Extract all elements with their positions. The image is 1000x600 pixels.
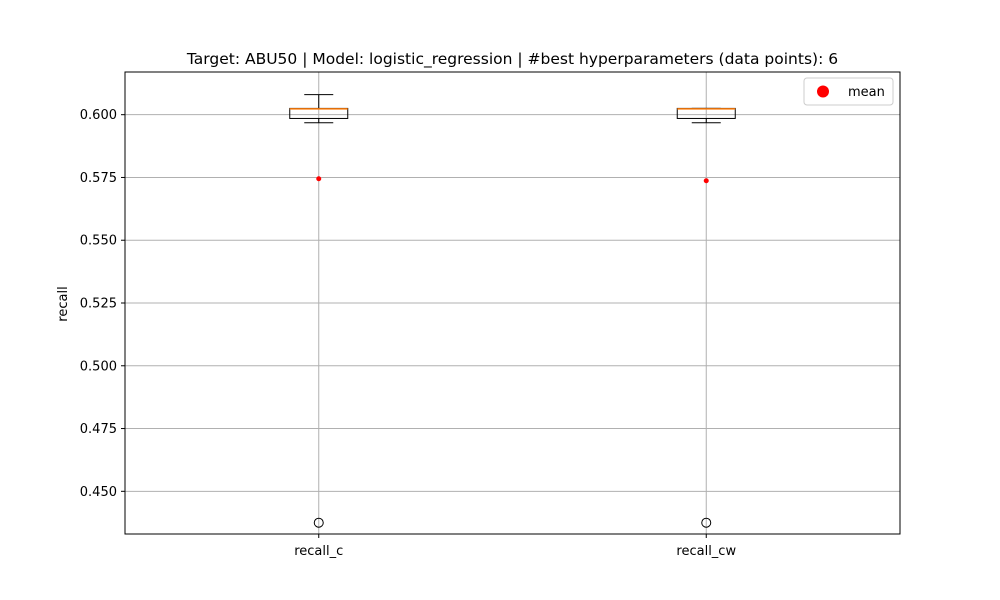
y-axis-ticks: 0.450 0.475 0.500 0.525 0.550 0.575 0.600: [80, 108, 125, 500]
grid-lines: [125, 72, 900, 534]
y-tick-label: 0.500: [80, 359, 117, 374]
outlier-point: [701, 517, 712, 528]
x-tick-label: recall_cw: [676, 544, 736, 559]
y-tick-label: 0.450: [80, 485, 117, 500]
chart-title: Target: ABU50 | Model: logistic_regressi…: [186, 50, 838, 69]
mean-point: [703, 178, 709, 184]
box-plots: [289, 94, 736, 528]
y-axis-label: recall: [56, 286, 71, 321]
mean-point: [316, 176, 322, 182]
y-tick-label: 0.475: [80, 422, 117, 437]
x-axis-ticks: recall_c recall_cw: [294, 534, 736, 559]
legend-mean-label: mean: [848, 85, 885, 100]
outlier-point: [313, 517, 324, 528]
y-tick-label: 0.600: [80, 108, 117, 123]
y-tick-label: 0.550: [80, 234, 117, 249]
y-tick-label: 0.525: [80, 297, 117, 312]
y-tick-label: 0.575: [80, 171, 117, 186]
legend-mean-marker: [817, 85, 829, 98]
legend-frame: [803, 77, 894, 106]
legend: mean: [803, 77, 894, 106]
x-tick-label: recall_c: [294, 544, 343, 559]
